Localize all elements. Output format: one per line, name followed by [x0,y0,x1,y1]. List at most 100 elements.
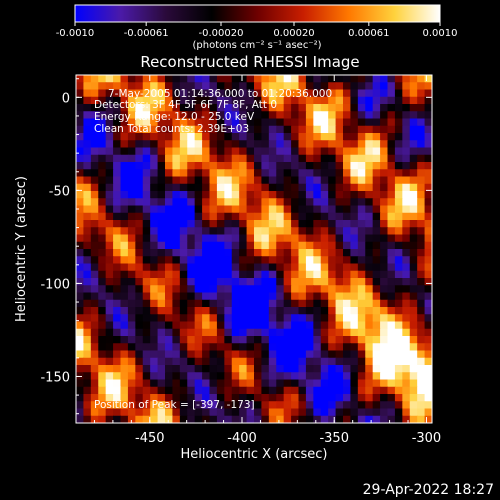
heatmap-cell [216,314,225,323]
heatmap-cell [387,241,396,250]
heatmap-cell [120,394,129,402]
heatmap-cell [335,394,344,402]
heatmap-cell [127,227,136,236]
heatmap-cell [157,104,166,112]
heatmap-cell [343,299,352,308]
heatmap-cell [335,328,344,337]
heatmap-cell [165,205,174,214]
heatmap-cell [335,357,344,366]
heatmap-cell [105,379,114,388]
heatmap-cell [424,140,432,149]
heatmap-cell [239,125,248,134]
heatmap-cell [187,299,196,308]
heatmap-cell [135,96,144,105]
heatmap-cell [120,82,129,91]
heatmap-cell [409,285,418,294]
heatmap-cell [246,365,255,373]
heatmap-cell [283,394,292,402]
heatmap-cell [387,147,396,156]
heatmap-cell [261,292,270,301]
heatmap-cell [98,401,107,410]
colorbar-tick-label: 0.00061 [348,28,389,39]
heatmap-cell [172,147,181,156]
heatmap-cell [165,249,174,257]
heatmap-cell [261,234,270,243]
heatmap-cell [90,205,99,214]
heatmap-cell [305,198,314,207]
heatmap-cell [187,285,196,294]
heatmap-cell [424,401,432,410]
heatmap-cell [261,96,270,105]
heatmap-cell [172,314,181,323]
heatmap-cell [276,256,285,265]
heatmap-cell [202,292,211,301]
heatmap-cell [283,241,292,250]
heatmap-cell [276,299,285,308]
heatmap-cell [365,408,374,417]
heatmap-cell [150,328,159,337]
heatmap-cell [231,191,240,199]
heatmap-cell [417,350,426,359]
heatmap-cell [239,321,248,330]
heatmap-cell [135,256,144,265]
heatmap-cell [98,234,107,243]
heatmap-cell [165,307,174,315]
heatmap-cell [172,343,181,352]
heatmap-cell [372,336,381,344]
heatmap-cell [179,140,188,149]
heatmap-cell [417,285,426,294]
heatmap-cell [335,89,344,98]
heatmap-cell [298,307,307,315]
heatmap-cell [172,176,181,185]
heatmap-cell [76,82,85,91]
heatmap-cell [291,256,300,265]
heatmap-cell [90,343,99,352]
heatmap-cell [172,191,181,199]
heatmap-cell [328,343,337,352]
heatmap-cell [320,270,329,279]
heatmap-cell [402,408,411,417]
heatmap-cell [380,299,389,308]
heatmap-cell [276,394,285,402]
heatmap-cell [83,328,92,337]
heatmap-cell [187,176,196,185]
annotation-detectors: Detectors: 3F 4F 5F 6F 7F 8F, Att 0 [94,99,277,111]
heatmap-cell [402,314,411,323]
heatmap-cell [172,220,181,228]
heatmap-cell [387,234,396,243]
heatmap-cell [387,386,396,395]
heatmap-cell [424,111,432,120]
heatmap-cell [194,285,203,294]
heatmap-cell [291,220,300,228]
heatmap-cell [313,125,322,134]
heatmap-cell [298,176,307,185]
heatmap-cell [320,292,329,301]
heatmap-cell [165,154,174,163]
heatmap-cell [335,343,344,352]
heatmap-cell [305,234,314,243]
heatmap-cell [328,183,337,192]
heatmap-cell [179,96,188,105]
heatmap-cell [246,307,255,315]
heatmap-cell [298,96,307,105]
heatmap-cell [216,118,225,127]
heatmap-cell [76,169,85,178]
heatmap-cell [343,220,352,228]
heatmap-cell [254,176,263,185]
heatmap-cell [113,307,122,315]
heatmap-cell [120,212,129,221]
heatmap-cell [283,263,292,272]
heatmap-cell [231,328,240,337]
heatmap-cell [113,285,122,294]
heatmap-cell [424,133,432,141]
heatmap-cell [76,118,85,127]
heatmap-cell [380,191,389,199]
heatmap-cell [424,350,432,359]
heatmap-cell [372,365,381,373]
heatmap-cell [283,365,292,373]
heatmap-cell [246,176,255,185]
heatmap-cell [254,379,263,388]
heatmap-cell [187,263,196,272]
heatmap-cell [335,350,344,359]
heatmap-cell [224,96,233,105]
